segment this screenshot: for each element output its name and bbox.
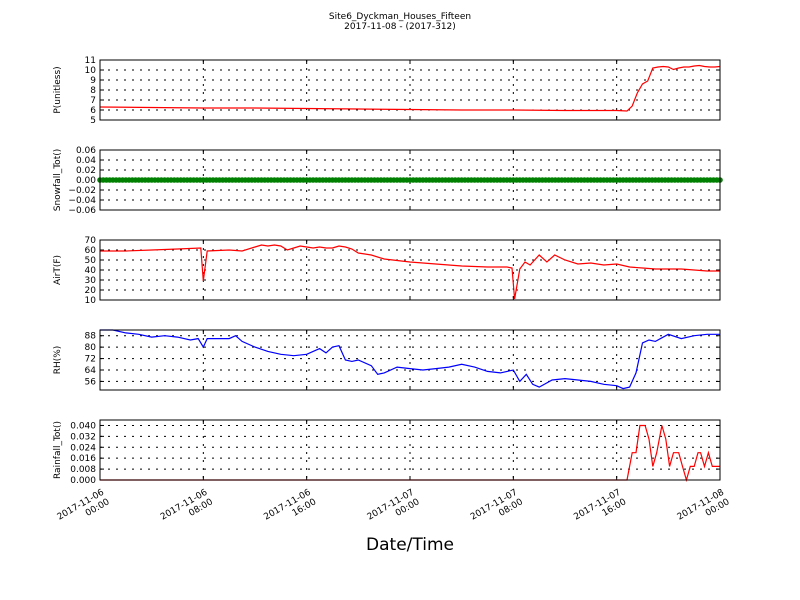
y-tick-label: 0.024 [70, 443, 96, 453]
x-tick-label: 2017-11-0600:00 [56, 488, 112, 532]
y-tick-label: −0.02 [68, 186, 96, 196]
y-tick-label: 88 [85, 332, 97, 342]
y-tick-label: 9 [90, 76, 96, 86]
x-tick-label: 2017-11-0716:00 [572, 488, 628, 532]
axes-frame [99, 329, 721, 391]
y-tick-label: 0.040 [70, 421, 96, 431]
y-tick-label: 10 [85, 66, 97, 76]
y-tick-label: 0.04 [76, 156, 96, 166]
chart-title: Site6_Dyckman_Houses_Fifteen [329, 12, 471, 22]
y-tick-label: 72 [85, 355, 96, 365]
y-axis-label: Snowfall_Tot() [53, 149, 63, 212]
y-axis-label: AirT(F) [53, 255, 63, 285]
axes-frame [99, 419, 721, 481]
y-tick-label: 11 [85, 56, 96, 66]
y-axis-label: Rainfall_Tot() [53, 421, 63, 479]
series-line-2 [100, 244, 720, 300]
x-tick-label: 2017-11-0708:00 [469, 488, 525, 532]
x-tick-label: 2017-11-0608:00 [159, 488, 215, 532]
panel-1: −0.06−0.04−0.020.000.020.040.06 Snowfall_… [53, 146, 723, 216]
x-tick-label: 2017-11-0800:00 [676, 488, 732, 532]
y-tick-label: 5 [90, 116, 96, 126]
axes-frame [99, 59, 721, 121]
y-tick-label: 64 [85, 366, 97, 376]
y-tick-label: 70 [85, 236, 97, 246]
axes-frame [99, 149, 721, 211]
y-tick-label: 50 [85, 256, 97, 266]
y-tick-label: 20 [85, 286, 97, 296]
y-tick-label: 56 [85, 377, 97, 387]
y-tick-label: 0.02 [76, 166, 96, 176]
y-tick-label: 6 [90, 106, 96, 116]
y-tick-label: 8 [90, 86, 96, 96]
y-tick-label: 0.016 [70, 454, 96, 464]
y-axis-label: RH(%) [53, 346, 63, 375]
x-tick-labels: 2017-11-0600:00 2017-11-0608:00 2017-11-06… [56, 488, 732, 532]
series-line-4 [100, 424, 720, 483]
y-tick-label: 60 [85, 246, 97, 256]
chart-subtitle: 2017-11-08 - (2017-312) [344, 22, 456, 32]
x-axis-label: Date/Time [366, 535, 454, 555]
y-tick-label: 0.06 [76, 146, 96, 156]
y-tick-label: 0.00 [76, 176, 96, 186]
y-tick-label: 0.032 [70, 432, 96, 442]
series-line-3 [100, 329, 720, 390]
y-tick-label: 10 [85, 296, 97, 306]
y-tick-label: 30 [85, 276, 97, 286]
y-tick-label: 0.008 [70, 465, 96, 475]
y-tick-label: 40 [85, 266, 97, 276]
x-tick-label: 2017-11-0700:00 [366, 488, 422, 532]
y-tick-label: −0.06 [68, 206, 96, 216]
x-tick-label: 2017-11-0616:00 [262, 488, 318, 532]
axes-frame [99, 239, 721, 301]
y-tick-label: 0.000 [70, 476, 96, 486]
y-tick-label: 7 [90, 96, 96, 106]
y-tick-label: 80 [85, 343, 97, 353]
panels: 567891011P(unitless)−0.06−0.04−0.020.000… [53, 56, 723, 486]
series-line-0 [99, 64, 721, 112]
y-axis-label: P(unitless) [53, 66, 63, 113]
y-tick-label: −0.04 [68, 196, 96, 206]
